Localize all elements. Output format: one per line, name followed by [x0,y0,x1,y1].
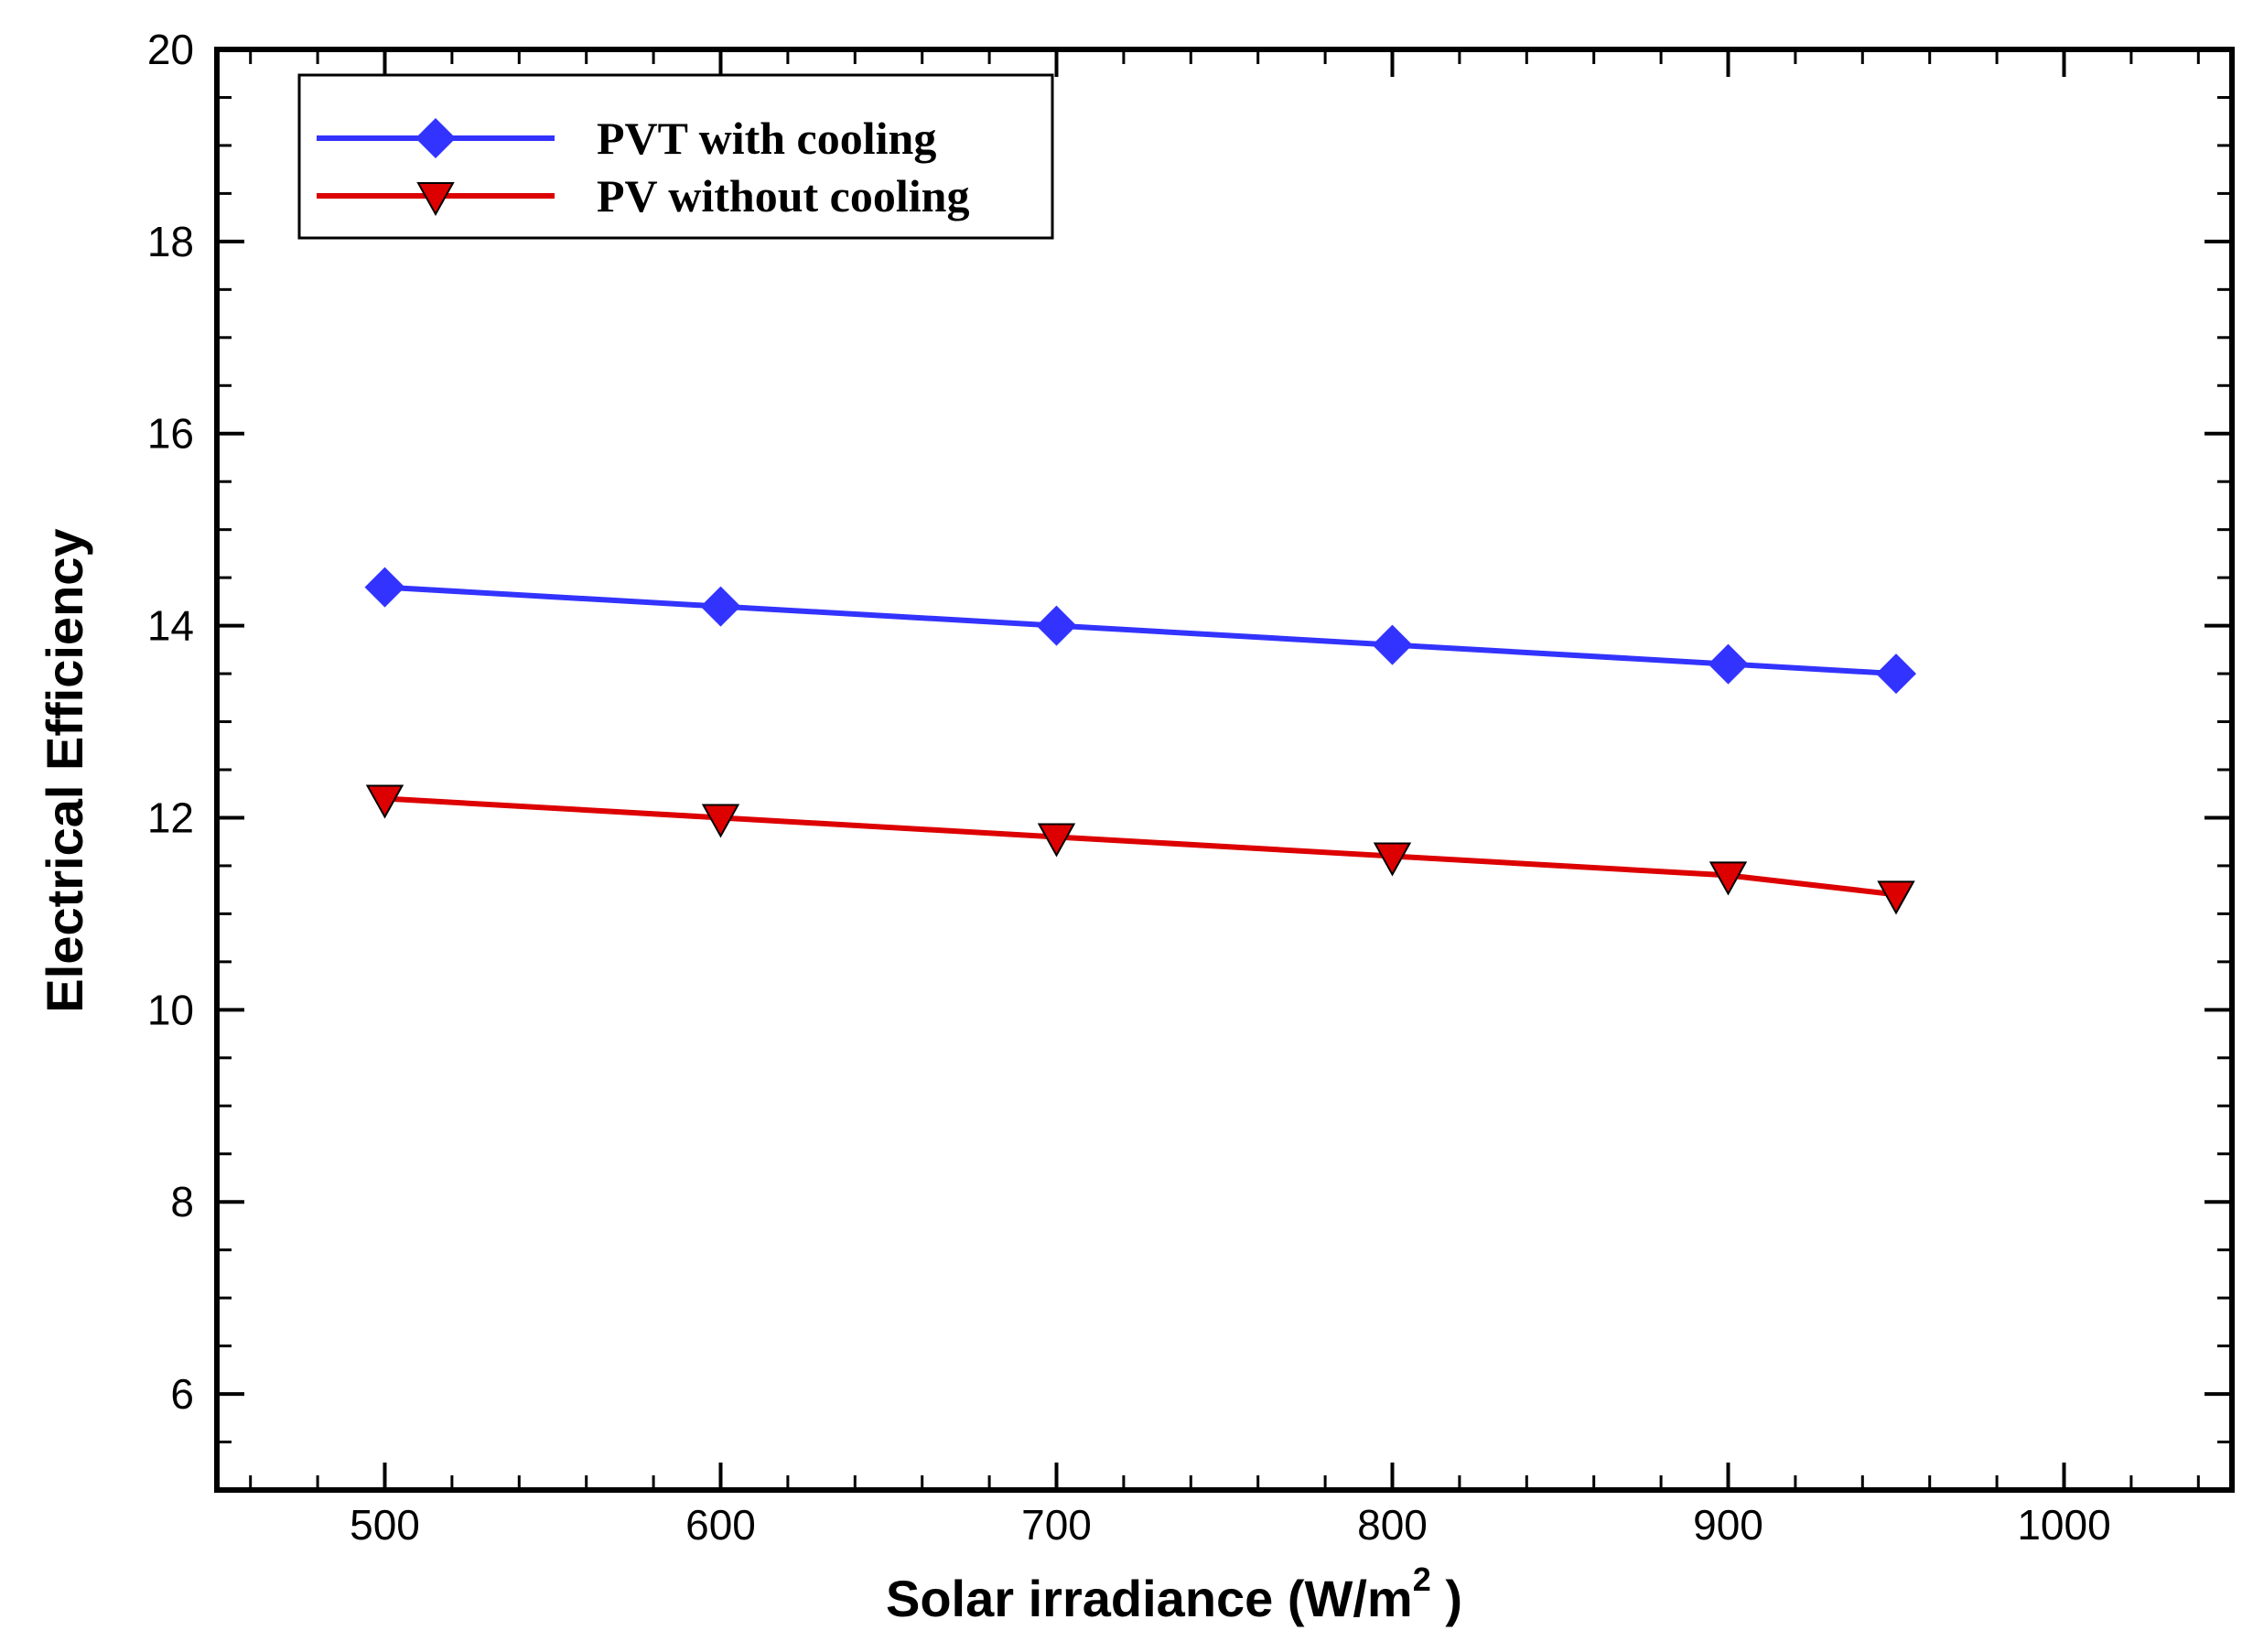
plot-frame [214,47,2235,1493]
data-point-0-0 [364,567,405,608]
y-tick-labels: 6 8 10 12 14 16 18 20 [147,26,194,1418]
x-tick-labels: 500 600 700 800 900 1000 [350,1501,2111,1549]
y-tick-label: 8 [170,1178,194,1226]
data-point-1-1 [701,804,740,838]
legend-marker-pv [416,182,455,217]
data-point-1-3 [1373,842,1412,877]
data-point-0-5 [1876,653,1916,695]
series-line-1 [384,795,1897,898]
y-tick-label: 12 [147,794,194,841]
legend-label-pvt: PVT with cooling [597,113,936,164]
data-point-1-0 [365,784,404,819]
data-point-1-4 [1709,861,1748,896]
y-tick-label: 16 [147,410,194,458]
x-tick-label: 500 [350,1501,420,1549]
y-axis-title: Electrical Efficiency [36,528,93,1012]
plot-area-background [217,49,2232,1490]
data-point-0-2 [1036,605,1077,646]
data-point-0-3 [1372,624,1413,665]
data-point-0-4 [1708,643,1749,685]
x-tick-label: 900 [1693,1501,1763,1549]
x-tick-label: 700 [1021,1501,1092,1549]
x-axis-title-superscript: 2 [1413,1560,1431,1598]
x-axis-title-suffix: ) [1431,1570,1462,1627]
x-tick-label: 1000 [2017,1501,2110,1549]
data-point-1-2 [1037,823,1076,858]
legend-label-pv: PV without cooling [597,170,969,221]
y-tick-label: 20 [147,26,194,73]
legend-box [297,73,1054,240]
x-axis-title-main: Solar irradiance (W/m [886,1570,1413,1627]
y-tick-label: 18 [147,218,194,265]
legend: PVT with cooling PV without cooling [297,73,1054,240]
y-tick-label: 10 [147,986,194,1033]
legend-marker-pvt [415,118,456,158]
x-tick-label: 800 [1357,1501,1428,1549]
y-tick-label: 14 [147,602,194,650]
y-tick-label: 6 [170,1370,194,1418]
x-tick-label: 600 [685,1501,756,1549]
series-line-0 [384,584,1897,677]
x-axis-title: Solar irradiance (W/m2 ) [886,1560,1462,1627]
series-layer [364,567,1916,915]
data-point-1-5 [1877,880,1915,915]
data-point-0-1 [700,586,741,627]
